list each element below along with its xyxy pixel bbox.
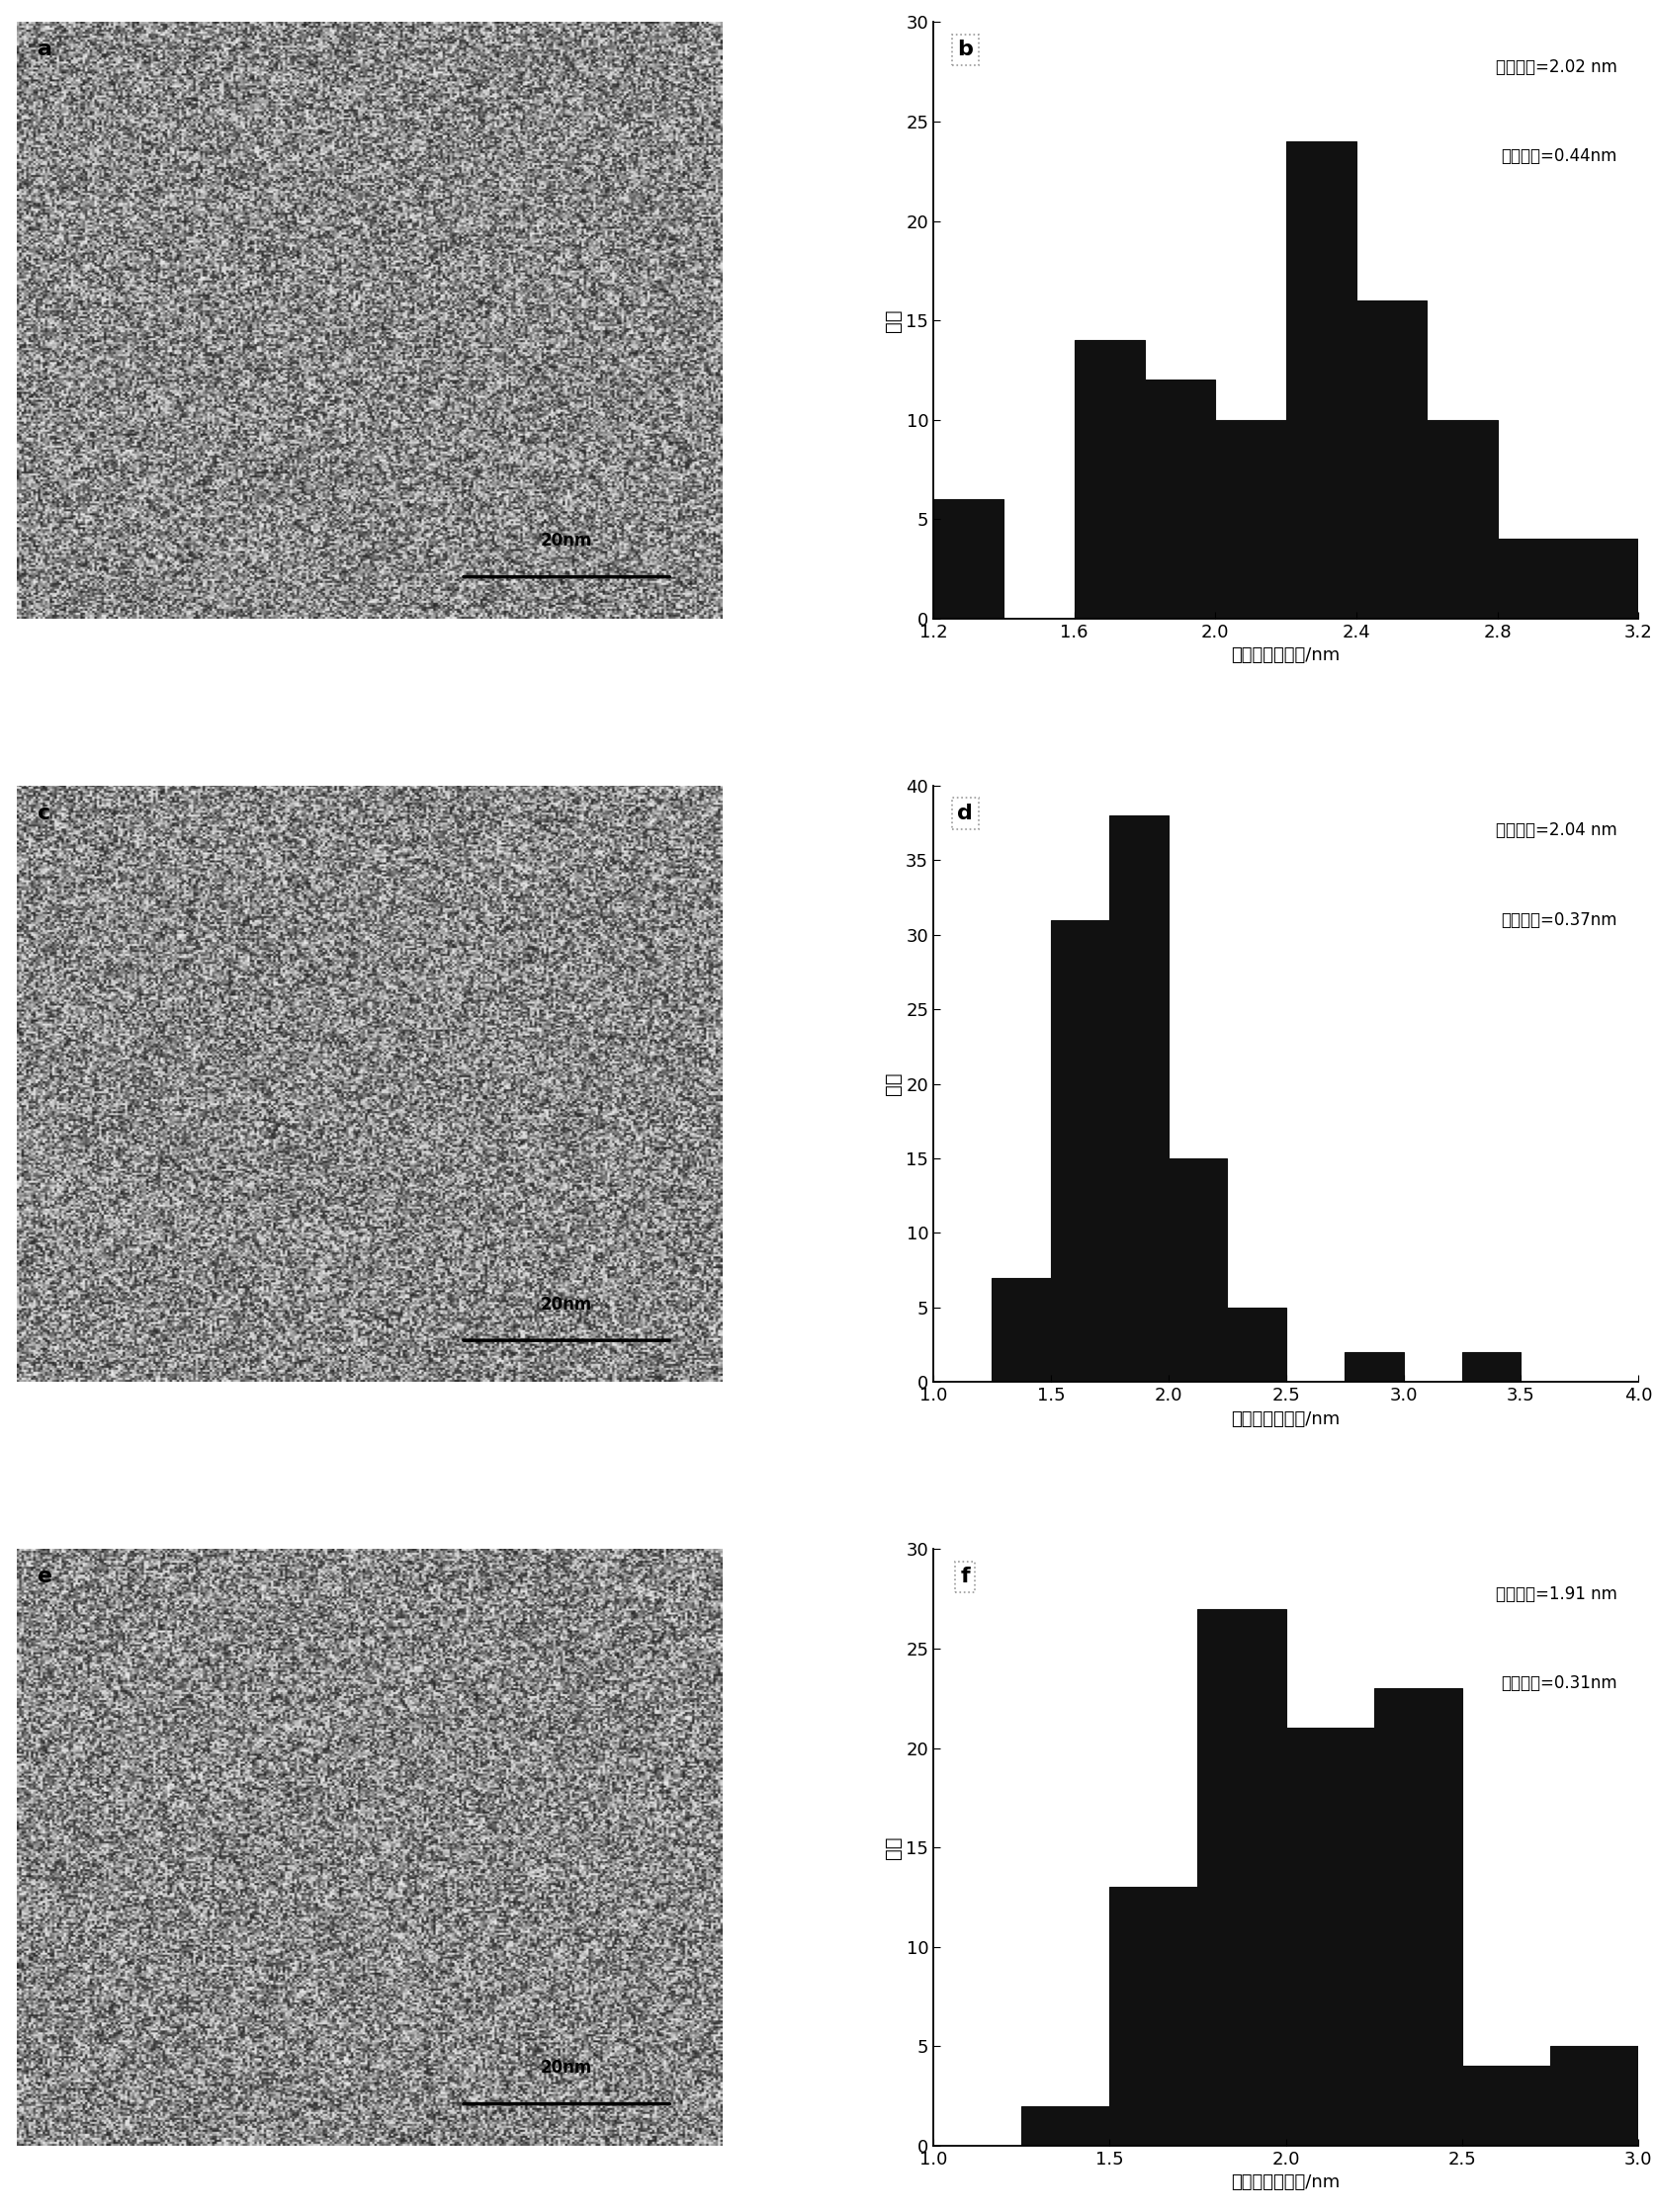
Text: 平均粒径=1.91 nm: 平均粒径=1.91 nm xyxy=(1495,1586,1616,1604)
Bar xyxy=(1226,1307,1285,1382)
Bar xyxy=(1566,540,1637,619)
Text: 平均粒径=2.04 nm: 平均粒径=2.04 nm xyxy=(1495,821,1616,838)
Text: 20nm: 20nm xyxy=(541,533,592,551)
Text: 20nm: 20nm xyxy=(541,1296,592,1314)
X-axis label: 纳米粒子的直径/nm: 纳米粒子的直径/nm xyxy=(1231,646,1340,664)
Text: 标准偏差=0.44nm: 标准偏差=0.44nm xyxy=(1500,148,1616,166)
Text: f: f xyxy=(959,1566,969,1586)
Bar xyxy=(991,1279,1050,1382)
Y-axis label: 频率: 频率 xyxy=(883,1836,903,1858)
Bar xyxy=(1108,816,1168,1382)
Text: e: e xyxy=(38,1566,53,1586)
Text: 20nm: 20nm xyxy=(541,2059,592,2077)
Bar xyxy=(1073,341,1145,619)
Bar xyxy=(1426,420,1497,619)
Y-axis label: 频率: 频率 xyxy=(883,310,903,332)
X-axis label: 纳米粒子的直径/nm: 纳米粒子的直径/nm xyxy=(1231,1411,1340,1429)
Bar xyxy=(1343,1352,1403,1382)
Bar xyxy=(1168,1159,1226,1382)
X-axis label: 纳米粒子的直径/nm: 纳米粒子的直径/nm xyxy=(1231,2174,1340,2192)
Bar xyxy=(1214,420,1285,619)
Bar xyxy=(1356,301,1426,619)
Bar xyxy=(1550,2046,1637,2146)
Text: d: d xyxy=(956,803,973,823)
Text: 标准偏差=0.37nm: 标准偏差=0.37nm xyxy=(1500,911,1616,929)
Bar xyxy=(1197,1608,1285,2146)
Text: 标准偏差=0.31nm: 标准偏差=0.31nm xyxy=(1500,1674,1616,1692)
Bar xyxy=(933,500,1004,619)
Bar xyxy=(1373,1688,1460,2146)
Bar xyxy=(1285,142,1356,619)
Bar xyxy=(1460,1352,1520,1382)
Text: b: b xyxy=(956,40,973,60)
Text: a: a xyxy=(38,40,53,60)
Bar xyxy=(1050,920,1108,1382)
Bar xyxy=(1497,540,1566,619)
Y-axis label: 频率: 频率 xyxy=(883,1073,903,1095)
Bar xyxy=(1021,2106,1108,2146)
Text: c: c xyxy=(38,803,51,823)
Bar xyxy=(1108,1887,1197,2146)
Bar xyxy=(1460,2066,1550,2146)
Bar xyxy=(1285,1728,1373,2146)
Bar xyxy=(1145,380,1214,619)
Text: 平均粒径=2.02 nm: 平均粒径=2.02 nm xyxy=(1495,58,1616,75)
